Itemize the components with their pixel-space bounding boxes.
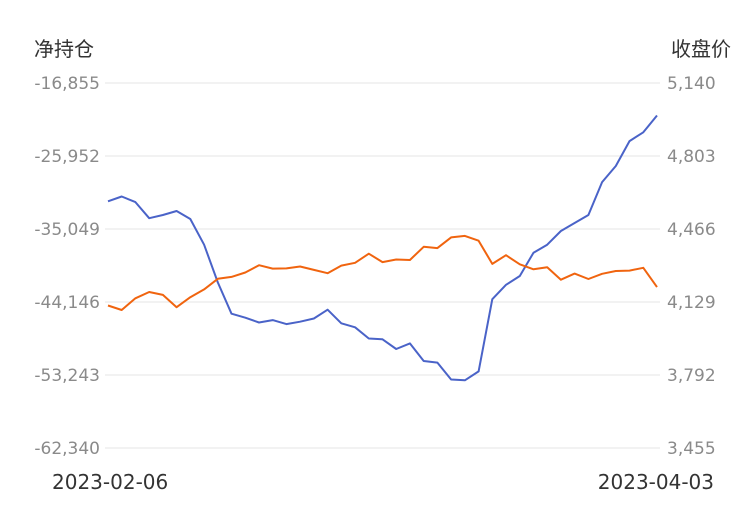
- left-tick-label: -44,146: [34, 293, 100, 313]
- right-tick-label: 3,792: [667, 366, 716, 386]
- close-price-line: [107, 234, 658, 311]
- right-tick-label: 4,129: [667, 293, 716, 313]
- x-start-label: 2023-02-06: [52, 470, 168, 494]
- right-tick-label: 5,140: [667, 74, 716, 94]
- left-tick-label: -53,243: [34, 366, 100, 386]
- right-tick-label: 4,466: [667, 220, 716, 240]
- right-tick-labels: 5,140 4,803 4,466 4,129 3,792 3,455: [667, 74, 716, 459]
- left-tick-label: -35,049: [34, 220, 100, 240]
- right-tick-label: 3,455: [667, 439, 716, 459]
- left-tick-label: -16,855: [34, 74, 100, 94]
- right-tick-label: 4,803: [667, 147, 716, 167]
- net-position-line: [107, 114, 658, 382]
- left-tick-label: -62,340: [34, 439, 100, 459]
- left-axis-title: 净持仓: [34, 37, 94, 61]
- series-layer: [107, 114, 658, 382]
- right-axis-title: 收盘价: [671, 37, 731, 61]
- left-tick-label: -25,952: [34, 147, 100, 167]
- left-tick-labels: -16,855 -25,952 -35,049 -44,146 -53,243 -62,3…: [34, 74, 100, 459]
- grid-lines: [105, 82, 660, 449]
- x-end-label: 2023-04-03: [598, 470, 714, 494]
